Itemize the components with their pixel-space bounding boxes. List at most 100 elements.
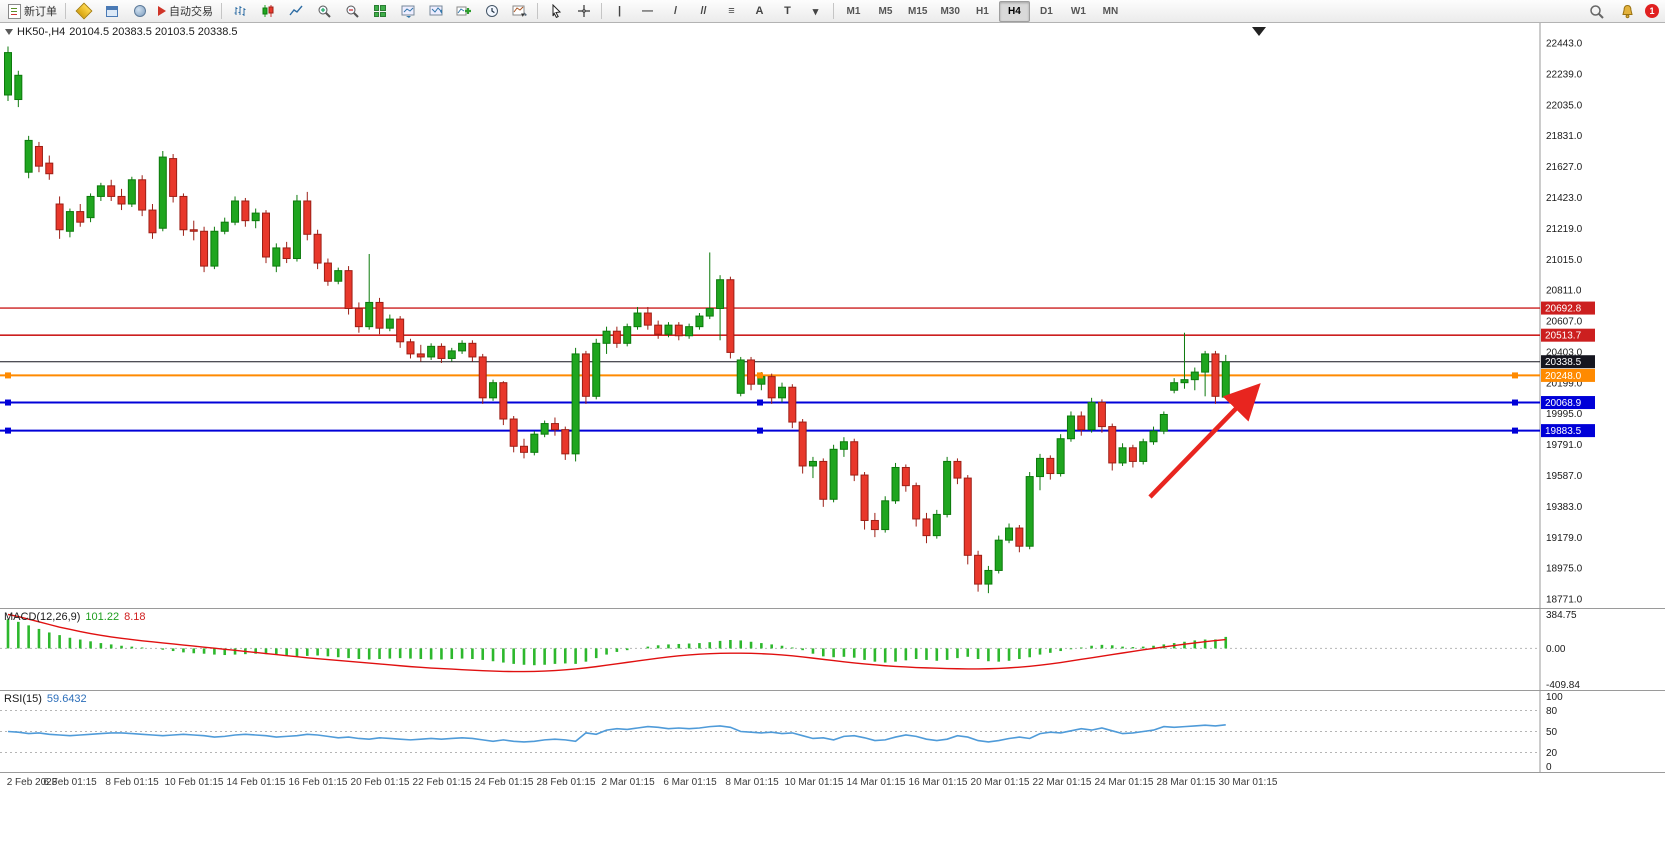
svg-text:21219.0: 21219.0: [1546, 224, 1583, 235]
timeframe-w1[interactable]: W1: [1070, 5, 1086, 17]
svg-text:20338.5: 20338.5: [1545, 357, 1582, 368]
channel-tool[interactable]: //: [700, 5, 707, 17]
candlestick-chart-button[interactable]: [254, 1, 281, 22]
svg-text:28 Mar 01:15: 28 Mar 01:15: [1157, 777, 1216, 788]
arrange-vertical-button[interactable]: [422, 1, 449, 22]
zoom-in-button[interactable]: [310, 1, 337, 22]
svg-text:▾: ▾: [521, 12, 525, 18]
notifications-button[interactable]: [1614, 1, 1641, 22]
svg-text:-409.84: -409.84: [1546, 680, 1580, 690]
zoom-out-icon: [346, 5, 359, 18]
text-tool[interactable]: A: [755, 5, 764, 17]
horizontal-line-tool[interactable]: —: [642, 5, 653, 17]
bell-icon: [1622, 4, 1633, 18]
new-order-label: 新订单: [24, 6, 57, 18]
svg-text:20607.0: 20607.0: [1546, 317, 1583, 328]
bar-chart-button[interactable]: [226, 1, 253, 22]
bottom-empty-area: [0, 792, 1665, 843]
symbol-period-label: HK50-,H4: [17, 26, 66, 38]
svg-text:2 Mar 01:15: 2 Mar 01:15: [601, 777, 655, 788]
template-button[interactable]: ▾: [506, 1, 533, 22]
svg-text:20811.0: 20811.0: [1546, 286, 1582, 297]
arrange-vertical-icon: [429, 5, 442, 16]
chart-title-overlay: HK50-,H4 20104.5 20383.5 20103.5 20338.5: [5, 26, 238, 38]
market-watch-button[interactable]: [70, 1, 97, 22]
svg-text:0: 0: [1546, 762, 1552, 772]
svg-text:18975.0: 18975.0: [1546, 564, 1583, 575]
svg-text:24 Feb 01:15: 24 Feb 01:15: [475, 777, 534, 788]
data-window-icon: [105, 5, 118, 17]
timeframe-mn[interactable]: MN: [1102, 5, 1119, 17]
autotrade-label: 自动交易: [169, 6, 213, 18]
navigator-button[interactable]: [126, 1, 153, 22]
new-order-icon: [8, 3, 21, 19]
crosshair-button[interactable]: [570, 1, 597, 22]
cursor-button[interactable]: [542, 1, 569, 22]
svg-text:21015.0: 21015.0: [1546, 255, 1583, 266]
svg-text:16 Mar 01:15: 16 Mar 01:15: [909, 777, 968, 788]
svg-text:22239.0: 22239.0: [1546, 69, 1583, 80]
svg-text:24 Mar 01:15: 24 Mar 01:15: [1095, 777, 1154, 788]
line-chart-icon: [288, 5, 303, 16]
timeframe-m15[interactable]: M15: [908, 5, 928, 17]
vertical-line-tool[interactable]: |: [617, 5, 622, 17]
timeframe-m5[interactable]: M5: [878, 5, 893, 17]
one-click-trading-collapse-icon[interactable]: [5, 29, 13, 35]
macd-main-value: 101.22: [85, 611, 120, 623]
zoom-in-icon: [318, 5, 331, 18]
timeframe-h4[interactable]: H4: [998, 0, 1030, 22]
svg-text:2 Feb 2023: 2 Feb 2023: [7, 777, 58, 788]
panel-separator[interactable]: [0, 690, 1665, 691]
notification-badge[interactable]: 1: [1645, 4, 1659, 18]
toolbar-separator: [601, 3, 602, 19]
macd-panel-canvas[interactable]: 384.75 0.00 -409.84: [0, 609, 1665, 690]
arrange-horizontal-button[interactable]: [394, 1, 421, 22]
new-order-button[interactable]: 新订单: [4, 1, 61, 22]
macd-name: MACD(12,26,9): [4, 611, 81, 623]
svg-text:20 Mar 01:15: 20 Mar 01:15: [971, 777, 1030, 788]
svg-text:19587.0: 19587.0: [1546, 471, 1583, 482]
svg-text:22443.0: 22443.0: [1546, 39, 1583, 50]
rsi-panel-canvas[interactable]: 100 80 50 20 0: [0, 691, 1665, 772]
toolbar-separator: [65, 3, 66, 19]
panel-separator[interactable]: [0, 608, 1665, 609]
timeframe-m1[interactable]: M1: [846, 5, 861, 17]
ohlc-values: 20104.5 20383.5 20103.5 20338.5: [69, 26, 238, 38]
svg-text:19791.0: 19791.0: [1546, 440, 1583, 451]
fibonacci-tool[interactable]: ≡: [728, 5, 735, 17]
indicators-button[interactable]: [450, 1, 477, 22]
main-chart-canvas[interactable]: 22443.0 22239.0 22035.0 21831.0 21627.0 21423…: [0, 22, 1665, 608]
market-watch-icon: [75, 2, 92, 20]
svg-text:18771.0: 18771.0: [1546, 595, 1583, 606]
svg-text:20513.7: 20513.7: [1545, 331, 1582, 342]
svg-text:19383.0: 19383.0: [1546, 502, 1583, 513]
periods-button[interactable]: [478, 1, 505, 22]
search-button[interactable]: [1583, 1, 1610, 22]
tile-windows-icon: [373, 5, 386, 17]
autotrade-button[interactable]: 自动交易: [154, 1, 217, 22]
svg-text:50: 50: [1546, 727, 1558, 738]
svg-text:22 Feb 01:15: 22 Feb 01:15: [413, 777, 472, 788]
data-window-button[interactable]: [98, 1, 125, 22]
svg-text:0.00: 0.00: [1546, 644, 1566, 655]
timeframe-h1[interactable]: H1: [976, 5, 989, 17]
rsi-value: 59.6432: [46, 693, 87, 705]
shapes-dropdown[interactable]: ▾: [812, 5, 819, 18]
svg-text:8 Feb 01:15: 8 Feb 01:15: [105, 777, 159, 788]
svg-text:22035.0: 22035.0: [1546, 100, 1583, 111]
svg-text:14 Mar 01:15: 14 Mar 01:15: [847, 777, 906, 788]
label-tool[interactable]: T: [784, 5, 791, 17]
toolbar: 新订单 自动交易: [0, 0, 1665, 23]
trendline-tool[interactable]: /: [673, 5, 678, 17]
zoom-out-button[interactable]: [338, 1, 365, 22]
svg-text:19995.0: 19995.0: [1546, 409, 1583, 420]
svg-text:19883.5: 19883.5: [1545, 426, 1582, 437]
tile-windows-button[interactable]: [366, 1, 393, 22]
timeframe-m30[interactable]: M30: [940, 5, 960, 17]
line-chart-button[interactable]: [282, 1, 309, 22]
clock-icon: [485, 5, 498, 17]
svg-text:6 Mar 01:15: 6 Mar 01:15: [663, 777, 717, 788]
timeframe-d1[interactable]: D1: [1040, 5, 1053, 17]
